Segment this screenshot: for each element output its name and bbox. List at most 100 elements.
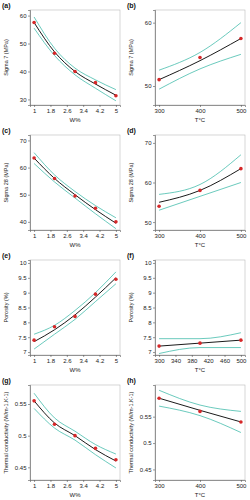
tick: 500 bbox=[236, 230, 247, 239]
tick-label: 460 bbox=[220, 358, 231, 364]
tick-label: 8.5 bbox=[143, 305, 152, 311]
tick-label: 7.5 bbox=[143, 335, 152, 341]
tick-label: 5 bbox=[115, 233, 119, 239]
tick-mark bbox=[67, 105, 68, 107]
tick-mark bbox=[192, 355, 193, 357]
y-axis: 40506070 bbox=[20, 136, 31, 231]
panel-label: (h) bbox=[127, 377, 136, 385]
tick-mark bbox=[28, 337, 30, 338]
tick-label: 420 bbox=[204, 358, 215, 364]
tick: 1 bbox=[33, 230, 37, 239]
tick: 9.5 bbox=[18, 275, 30, 281]
line bbox=[34, 272, 116, 334]
panel: 3004005000.450.50.55(h)T°CThermal conduc… bbox=[127, 377, 247, 498]
tick: 4.2 bbox=[96, 230, 105, 239]
tick-label: 300 bbox=[155, 358, 166, 364]
tick-mark bbox=[200, 230, 201, 232]
tick: 70 bbox=[20, 138, 30, 144]
tick-mark bbox=[28, 140, 30, 141]
tick-label: 2.6 bbox=[63, 483, 72, 489]
plot-frame bbox=[155, 135, 245, 230]
tick-mark bbox=[153, 352, 155, 353]
tick-label: 10 bbox=[145, 260, 152, 266]
tick-label: 0.45 bbox=[15, 465, 27, 471]
tick: 2.6 bbox=[63, 480, 72, 489]
panel-label: (g) bbox=[2, 377, 11, 385]
tick: 500 bbox=[236, 105, 247, 114]
tick: 8 bbox=[148, 320, 155, 326]
tick: 300 bbox=[155, 105, 166, 114]
tick-label: 500 bbox=[236, 108, 247, 114]
tick-label: 1.8 bbox=[47, 233, 56, 239]
tick-label: 4.2 bbox=[96, 108, 105, 114]
plot-area bbox=[32, 272, 117, 349]
axis-line bbox=[31, 356, 121, 358]
tick-label: 1.8 bbox=[47, 108, 56, 114]
data-point bbox=[94, 206, 98, 210]
tick: 1 bbox=[33, 480, 37, 489]
tick-mark bbox=[28, 308, 30, 309]
tick-label: 50 bbox=[20, 192, 27, 198]
axis-line bbox=[153, 386, 156, 481]
tick-label: 40 bbox=[20, 69, 27, 75]
y-axis-title: Sigma 7 (MPa) bbox=[3, 39, 9, 76]
tick: 1.8 bbox=[47, 355, 56, 364]
tick: 0.5 bbox=[143, 440, 155, 446]
tick-mark bbox=[28, 263, 30, 264]
tick-label: 50 bbox=[145, 220, 152, 226]
tick-mark bbox=[50, 230, 51, 232]
x-axis: 11.82.63.44.25 bbox=[31, 230, 121, 239]
tick-label: 4.2 bbox=[96, 483, 105, 489]
y-axis-title: Sigma 28 (MPa) bbox=[128, 162, 134, 202]
tick-mark bbox=[153, 308, 155, 309]
panel: 11.82.63.44.2530405060(a)W%Sigma 7 (MPa) bbox=[2, 2, 121, 123]
tick-mark bbox=[28, 16, 30, 17]
tick: 3.4 bbox=[80, 355, 89, 364]
tick-label: 2.6 bbox=[63, 358, 72, 364]
tick-label: 8 bbox=[148, 320, 152, 326]
tick-label: 30 bbox=[20, 97, 27, 103]
tick: 30 bbox=[20, 97, 30, 103]
tick-label: 300 bbox=[155, 483, 166, 489]
tick-label: 400 bbox=[195, 233, 206, 239]
tick: 5 bbox=[115, 355, 119, 364]
y-axis-title: Sigma 7 (MPa) bbox=[128, 39, 134, 76]
tick: 5 bbox=[115, 480, 119, 489]
plot-area bbox=[157, 155, 242, 210]
tick-mark bbox=[28, 278, 30, 279]
panel-label: (a) bbox=[2, 2, 11, 10]
tick-label: 60 bbox=[20, 165, 27, 171]
data-point bbox=[114, 220, 118, 224]
tick: 60 bbox=[145, 180, 155, 186]
tick-mark bbox=[50, 480, 51, 482]
tick: 5 bbox=[115, 105, 119, 114]
tick-mark bbox=[28, 44, 30, 45]
tick-label: 9.5 bbox=[18, 275, 27, 281]
tick-label: 4.2 bbox=[96, 358, 105, 364]
x-axis-title: T°C bbox=[195, 242, 206, 248]
tick-label: 3.4 bbox=[80, 358, 89, 364]
tick: 0.55 bbox=[15, 401, 30, 407]
line bbox=[159, 155, 241, 195]
tick-label: 1 bbox=[33, 483, 37, 489]
tick-label: 2.6 bbox=[63, 233, 72, 239]
tick: 0.45 bbox=[140, 467, 155, 473]
tick-label: 50 bbox=[145, 83, 152, 89]
tick-label: 1 bbox=[33, 108, 37, 114]
data-point bbox=[157, 396, 161, 400]
x-axis-title: T°C bbox=[195, 367, 206, 373]
y-axis: 77.588.599.510 bbox=[18, 260, 30, 355]
axis-line bbox=[28, 11, 31, 106]
tick: 40 bbox=[20, 69, 30, 75]
tick-label: 340 bbox=[171, 358, 182, 364]
tick: 50 bbox=[20, 41, 30, 47]
axis-line bbox=[153, 11, 156, 106]
tick: 380 bbox=[187, 355, 198, 364]
tick-label: 500 bbox=[236, 483, 247, 489]
tick-mark bbox=[34, 480, 35, 482]
data-point bbox=[94, 292, 98, 296]
plot-frame bbox=[30, 260, 120, 355]
plot-area bbox=[157, 390, 242, 432]
tick-mark bbox=[200, 105, 201, 107]
tick-label: 8.5 bbox=[18, 305, 27, 311]
